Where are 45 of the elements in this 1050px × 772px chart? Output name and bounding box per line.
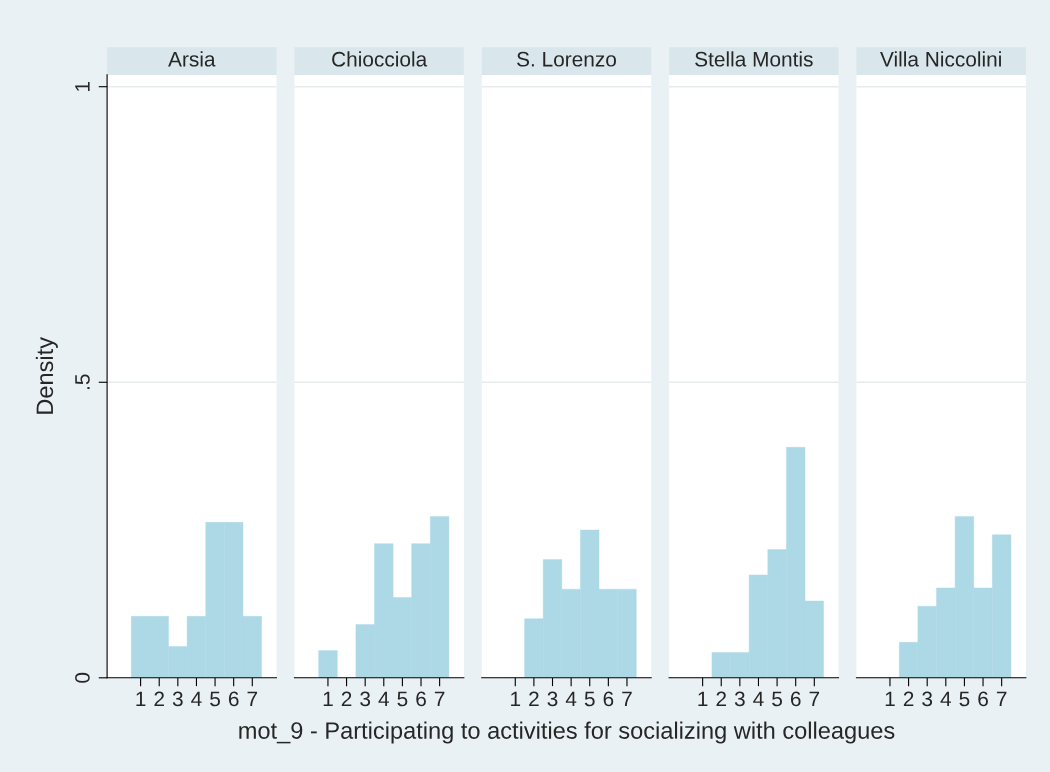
x-tick-label: 1 [885, 691, 895, 707]
chart-title: Stella Montis [695, 51, 813, 67]
x-tick-label: 6 [603, 691, 614, 707]
x-tick-label: 5 [397, 691, 408, 707]
x-tick-label: 4 [940, 691, 951, 707]
x-tick-label: 5 [584, 691, 595, 707]
chart-title: Villa Niccolini [880, 51, 1001, 67]
x-tick-label: 2 [341, 691, 352, 707]
x-tick-label: 7 [247, 691, 258, 707]
chart-title: S. Lorenzo [517, 51, 616, 67]
x-tick-label: 5 [772, 691, 782, 707]
x-tick-label: 1 [323, 691, 333, 707]
x-tick-label: 7 [622, 691, 632, 707]
x-tick-label: 3 [360, 691, 371, 707]
y-tick-label: 1 [75, 81, 90, 91]
x-tick-label: 7 [996, 691, 1007, 707]
chart-title: Chiocciola [332, 51, 428, 67]
x-tick-label: 5 [210, 691, 220, 707]
x-tick-label: 3 [172, 691, 183, 707]
y-axis-title: Density [35, 337, 58, 414]
x-axis-title: mot_9 - Participating to activities for socializing with colleagues [239, 721, 895, 744]
chart-title: Arsia [168, 51, 216, 67]
y-tick-label: .5 [75, 374, 90, 390]
x-tick-label: 3 [547, 691, 558, 707]
x-tick-label: 2 [154, 691, 164, 707]
x-tick-label: 3 [922, 691, 933, 707]
x-tick-label: 1 [698, 691, 708, 707]
x-tick-label: 4 [565, 691, 577, 707]
x-tick-label: 3 [734, 691, 745, 707]
x-tick-label: 6 [790, 691, 801, 707]
x-tick-label: 7 [809, 691, 820, 707]
x-tick-label: 4 [753, 691, 764, 707]
x-tick-label: 2 [903, 691, 914, 707]
x-tick-label: 6 [978, 691, 988, 707]
x-tick-label: 1 [511, 691, 521, 707]
x-tick-label: 5 [959, 691, 970, 707]
x-tick-label: 4 [378, 691, 389, 707]
x-tick-label: 1 [136, 691, 146, 707]
y-tick-label: 0 [75, 672, 90, 683]
x-tick-label: 6 [416, 691, 426, 707]
x-tick-label: 7 [434, 691, 445, 707]
x-tick-label: 4 [191, 691, 202, 707]
x-tick-label: 6 [228, 691, 239, 707]
x-tick-label: 2 [529, 691, 539, 707]
x-tick-label: 2 [716, 691, 726, 707]
